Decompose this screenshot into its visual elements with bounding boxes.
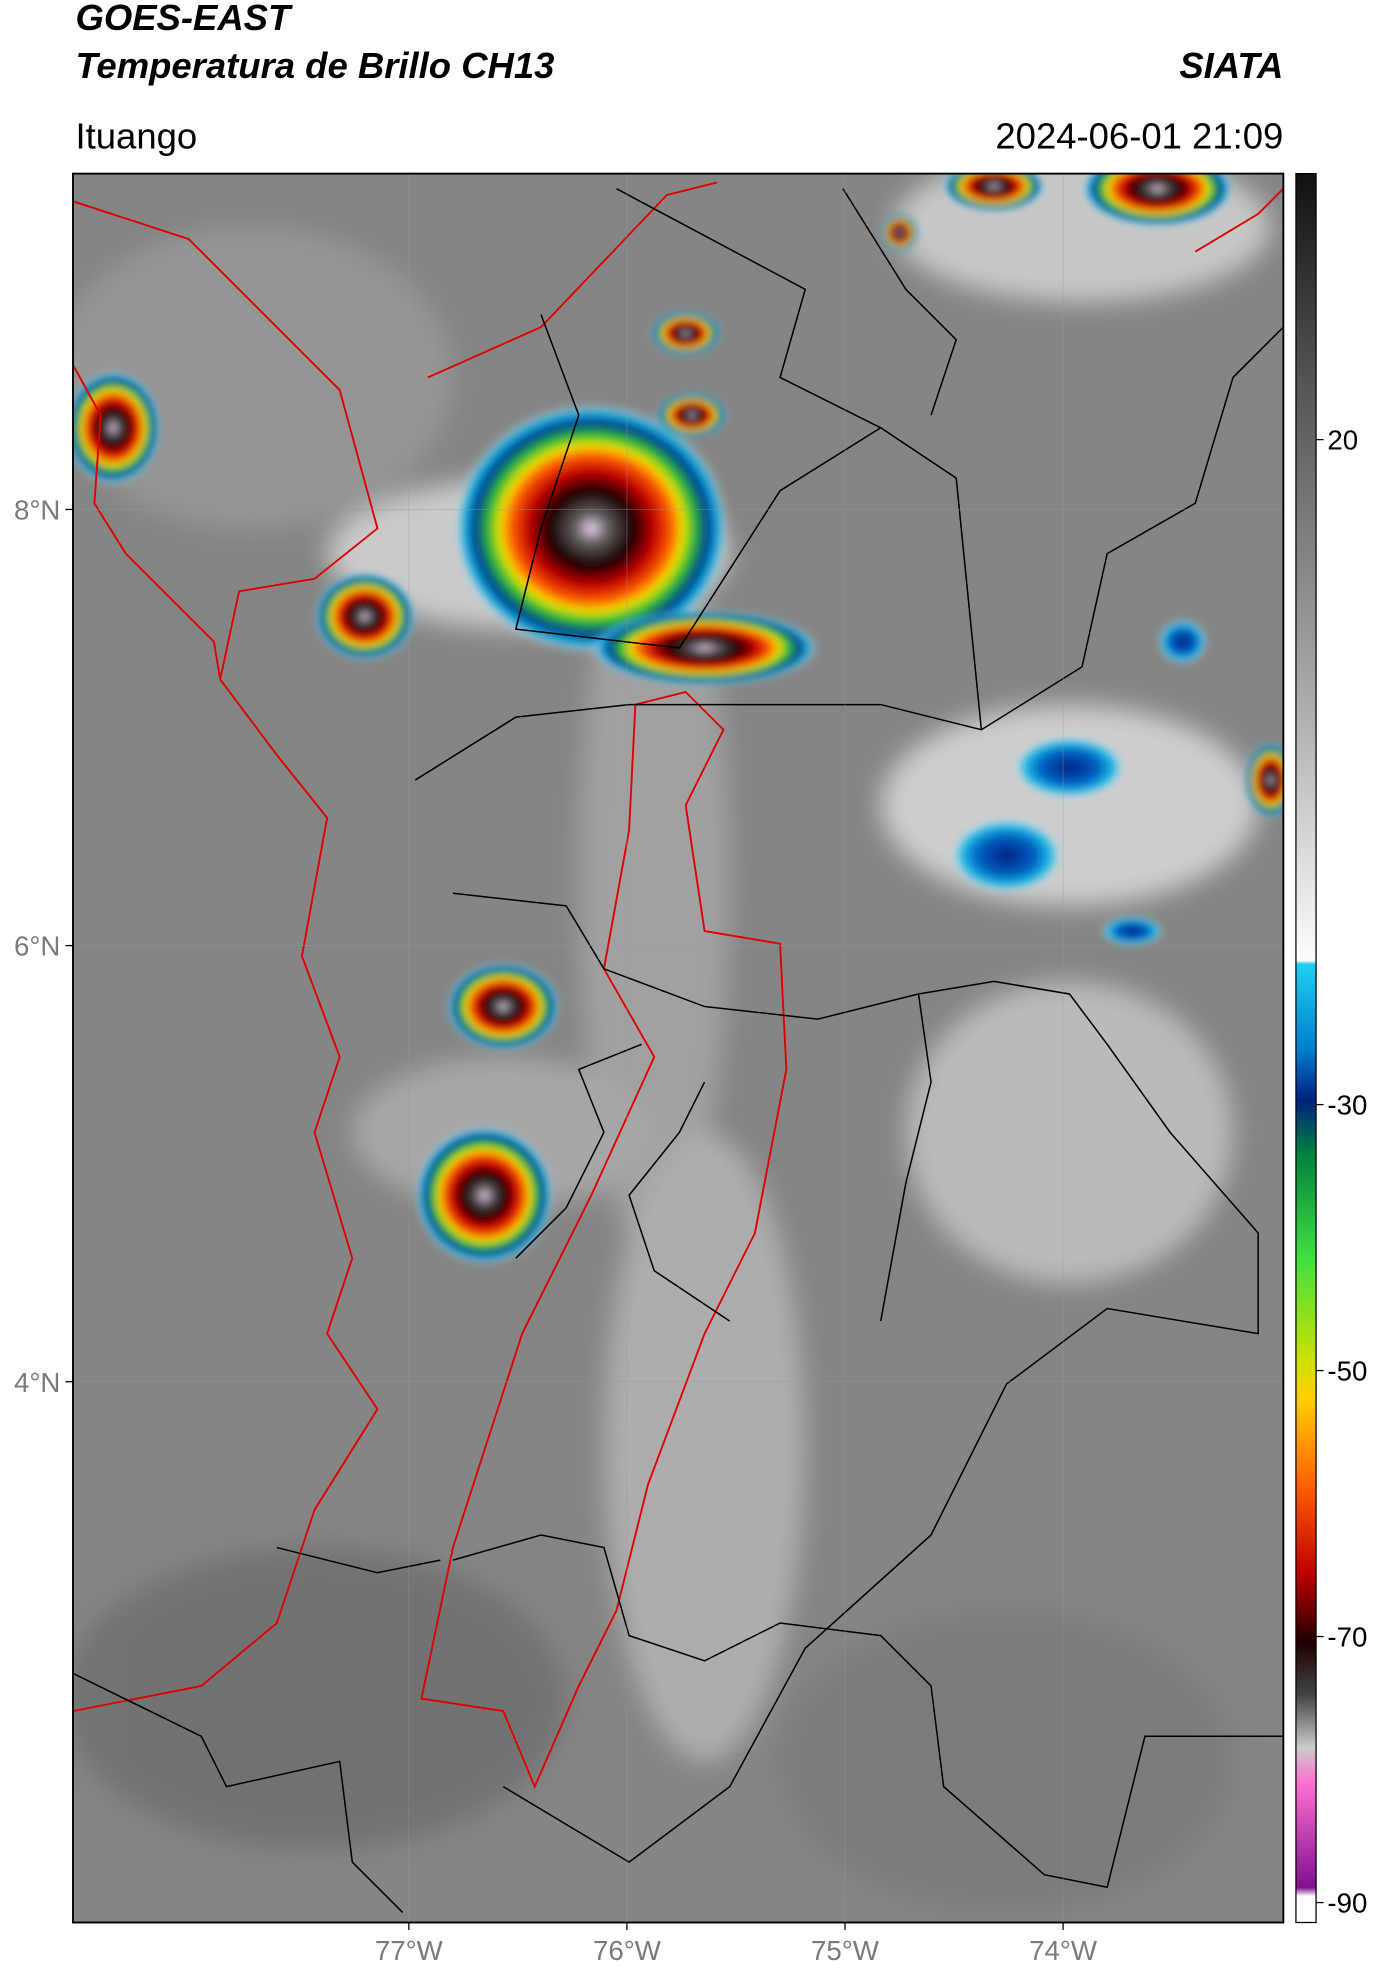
colorbar	[1295, 172, 1317, 1924]
x-tick-label: 77°W	[375, 1935, 444, 1966]
location: Ituango	[75, 115, 197, 156]
colorbar-tick-label: -50	[1327, 1356, 1367, 1387]
colorbar-tick-label: 20	[1327, 425, 1358, 456]
subtitle: Temperatura de Brillo CH13	[75, 45, 554, 86]
y-tick-label: 4°N	[14, 1367, 60, 1398]
x-tick-label: 76°W	[593, 1935, 662, 1966]
x-tick-label: 74°W	[1029, 1935, 1098, 1966]
datetime: 2024-06-01 21:09	[995, 115, 1283, 156]
y-tick-label: 6°N	[14, 931, 60, 962]
satellite-image	[72, 173, 1284, 1923]
colorbar-tick-label: -30	[1327, 1090, 1367, 1121]
red-borders	[72, 181, 1284, 1790]
y-tick-label: 8°N	[14, 495, 60, 526]
black-borders	[72, 188, 1284, 1913]
colorbar-tick-label: -70	[1327, 1622, 1367, 1653]
title: GOES-EAST	[75, 0, 293, 38]
x-tick-label: 75°W	[811, 1935, 880, 1966]
graticule	[72, 173, 1284, 1923]
colorbar-tick-label: -90	[1327, 1888, 1367, 1919]
map-frame	[72, 172, 1285, 1924]
brand: SIATA	[1179, 45, 1283, 86]
